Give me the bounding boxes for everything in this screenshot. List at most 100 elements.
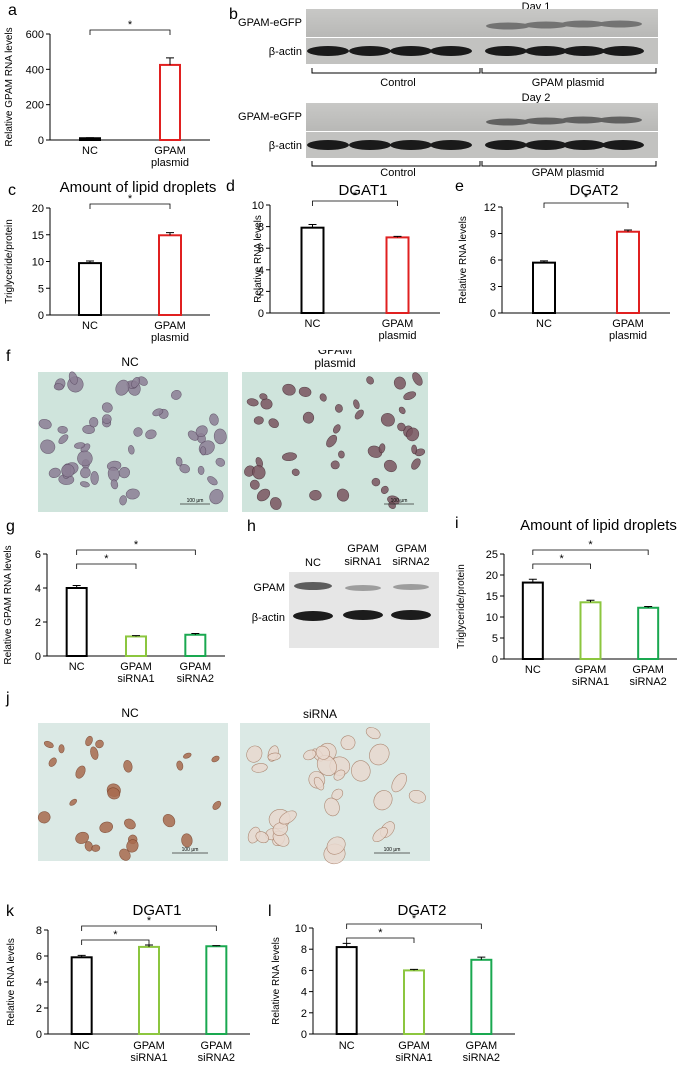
chart-c-bar-0 xyxy=(78,262,102,317)
cell xyxy=(75,831,89,844)
chart-l-sig-label: * xyxy=(412,913,417,925)
chart-i-sig-bracket xyxy=(532,549,649,555)
cell xyxy=(354,409,364,420)
chart-k-dgat1: DGAT1 Relative RNA levels 0 2 4 6 8 NC GPAM siRNA… xyxy=(6,902,250,1064)
cell xyxy=(291,468,300,476)
cell xyxy=(268,418,279,429)
cell xyxy=(326,434,338,448)
cell xyxy=(351,760,371,782)
cell xyxy=(333,769,346,781)
cell xyxy=(326,836,346,855)
cell xyxy=(123,760,133,773)
chart-a-errorbar-1 xyxy=(166,57,174,65)
cell xyxy=(128,445,135,455)
panel-label-k: k xyxy=(6,903,14,920)
blot-day2-gpam-strip xyxy=(306,103,658,131)
cell xyxy=(80,467,91,479)
chart-i-ytick-label: 10 xyxy=(486,612,498,624)
chart-g-category-2: GPAM siRNA2 xyxy=(177,661,214,685)
blot-day1-row1-label: GPAM-eGFP xyxy=(238,17,302,29)
blot-day2-row1-label: GPAM-eGFP xyxy=(238,111,302,123)
cell xyxy=(353,399,360,410)
svg-text:siRNA1: siRNA1 xyxy=(344,556,381,568)
chart-d-title: DGAT1 xyxy=(339,182,388,199)
chart-c-ytick-label: 10 xyxy=(32,257,44,269)
chart-l-bar-1 xyxy=(403,969,425,1035)
cells-f-nc xyxy=(38,371,227,506)
cell xyxy=(53,383,64,391)
chart-i-category-1: GPAM siRNA1 xyxy=(572,664,609,688)
chart-k-ytick-label: 2 xyxy=(36,1003,42,1015)
cell xyxy=(124,818,136,830)
cell xyxy=(372,827,388,843)
chart-k-ytick-label: 8 xyxy=(36,925,42,937)
cell xyxy=(69,798,77,806)
chart-a-errorbar-0 xyxy=(86,137,94,139)
chart-k-errorbar-0 xyxy=(77,954,86,958)
cell xyxy=(256,488,271,502)
chart-k-sig-label: * xyxy=(113,929,118,941)
chart-d-category-0: NC xyxy=(305,318,321,330)
chart-i-bar-1 xyxy=(579,601,602,661)
chart-c-category-0: NC xyxy=(82,320,98,332)
day2-group-control: Control xyxy=(380,167,415,178)
chart-k-category-1: GPAM siRNA1 xyxy=(130,1040,167,1064)
day2-actin-bands xyxy=(307,140,644,150)
chart-i-ytick-label: 5 xyxy=(492,633,498,645)
blot-day1-row2-label: β-actin xyxy=(269,46,302,58)
cell xyxy=(324,797,340,817)
cell xyxy=(68,371,78,385)
chart-g-errorbar-1 xyxy=(132,635,140,637)
panel-label-h: h xyxy=(247,518,256,535)
blot-h-lane-nc: NC xyxy=(305,557,321,569)
chart-e-sig-label: * xyxy=(584,192,589,204)
scale-f-left: 100 μm xyxy=(187,498,204,504)
cell xyxy=(302,411,315,424)
cell xyxy=(411,444,418,455)
cell xyxy=(272,822,288,836)
cell xyxy=(183,752,192,759)
cell xyxy=(313,776,325,791)
chart-a-category-0: NC xyxy=(82,145,98,157)
scale-f-right: 100 μm xyxy=(391,498,408,504)
cell xyxy=(252,465,266,480)
cell xyxy=(195,425,208,438)
cell xyxy=(378,443,386,454)
blot-h-row1-label: GPAM xyxy=(253,582,285,594)
cell xyxy=(152,408,164,417)
day2-gpam-bands xyxy=(486,116,642,126)
chart-l-dgat2: DGAT2 Relative RNA levels 0 2 4 6 8 10 NC GPAM siR… xyxy=(271,902,515,1064)
panel-label-f: f xyxy=(6,348,11,365)
chart-g-ytick-label: 2 xyxy=(35,617,41,629)
cell xyxy=(255,831,269,844)
chart-e-dgat2: DGAT2 Relative RNA levels 0 3 6 9 12 NC GPAM plas… xyxy=(458,182,670,342)
panel-label-j: j xyxy=(6,690,10,707)
cell xyxy=(267,752,281,761)
day1-group-control: Control xyxy=(380,77,415,89)
chart-k-category-2: GPAM siRNA2 xyxy=(198,1040,235,1064)
cell xyxy=(282,383,296,396)
cell xyxy=(95,739,104,749)
chart-i-errorbar-1 xyxy=(586,599,595,603)
cell xyxy=(162,814,176,828)
chart-c-lipid-droplets: Amount of lipid droplets Triglyceride/pro… xyxy=(4,179,216,344)
cell xyxy=(398,406,406,415)
cell xyxy=(85,735,93,747)
cell xyxy=(403,391,417,401)
chart-c-errorbar-1 xyxy=(166,232,174,236)
panel-label-g: g xyxy=(6,518,15,535)
cell xyxy=(75,765,86,779)
chart-l-sig-bracket xyxy=(346,937,415,943)
chart-d-errorbar-0 xyxy=(308,223,317,228)
chart-e-bar-0 xyxy=(532,261,556,314)
chart-l-ytick-label: 0 xyxy=(301,1029,307,1041)
chart-g-category-1: GPAM siRNA1 xyxy=(117,661,154,685)
cell xyxy=(48,467,61,479)
chart-e-ytick-label: 12 xyxy=(484,202,496,214)
chart-d-ytick-label: 6 xyxy=(258,243,264,255)
chart-l-title: DGAT2 xyxy=(398,902,447,919)
chart-i-title: Amount of lipid droplets xyxy=(520,517,677,534)
chart-i-sig-label: * xyxy=(560,553,565,565)
chart-c-sig-label: * xyxy=(128,193,133,205)
cell xyxy=(383,459,397,473)
